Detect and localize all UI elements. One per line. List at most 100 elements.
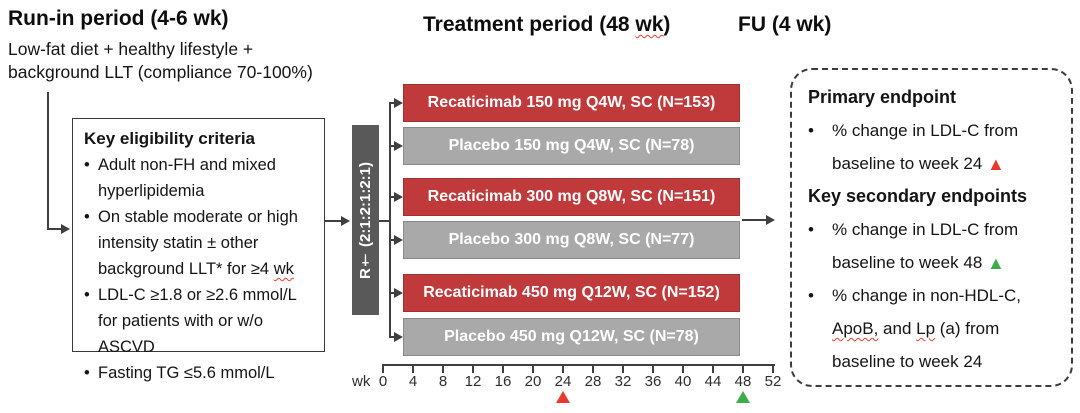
treatment-period-title-wk: wk bbox=[635, 13, 664, 36]
week-axis-tick-label: 12 bbox=[464, 373, 482, 390]
week-axis-tick bbox=[502, 364, 504, 373]
arm-5-connector-line bbox=[389, 292, 397, 294]
eligibility-item-4-text: Fasting TG ≤5.6 mmol/L bbox=[98, 364, 275, 382]
week-axis-tick-label: 44 bbox=[704, 373, 722, 390]
secondary-endpoint-2-part1: % change in non-HDL-C, bbox=[832, 286, 1021, 305]
primary-endpoint-title: Primary endpoint bbox=[808, 87, 957, 107]
bullet-icon: • bbox=[808, 220, 814, 239]
arm-3-arrowhead-icon bbox=[394, 192, 403, 202]
eligibility-item-1: • Adult non-FH and mixed hyperlipidemia bbox=[84, 152, 316, 204]
arm-6-arrowhead-icon bbox=[394, 332, 403, 342]
treatment-period-title-close: ) bbox=[663, 13, 671, 36]
week-axis-unit-label: wk bbox=[352, 373, 371, 390]
arm-4-connector-line bbox=[389, 239, 397, 241]
week-axis-tick-label: 28 bbox=[584, 373, 602, 390]
green-triangle-icon: ▲ bbox=[987, 253, 1005, 273]
bullet-icon: • bbox=[84, 286, 90, 304]
primary-endpoint-item: • % change in LDL-C from baseline to wee… bbox=[808, 114, 1061, 180]
eligibility-item-4: • Fasting TG ≤5.6 mmol/L bbox=[84, 360, 316, 386]
secondary-endpoint-item-1-text: % change in LDL-C from baseline to week … bbox=[832, 213, 1061, 279]
week-axis-tick bbox=[742, 364, 744, 373]
eligibility-to-randomization-arrowhead-icon bbox=[341, 216, 350, 226]
arm-bar-placebo-450: Placebo 450 mg Q12W, SC (N=78) bbox=[403, 318, 740, 356]
week-axis-tick bbox=[532, 364, 534, 373]
week-axis-tick bbox=[382, 364, 384, 373]
week-axis-tick bbox=[412, 364, 414, 373]
eligibility-item-2-wk: wk bbox=[273, 260, 294, 278]
run-in-connector-vertical-line bbox=[47, 92, 49, 230]
week-24-marker-triangle-icon bbox=[556, 391, 570, 403]
bullet-icon: • bbox=[84, 364, 90, 382]
eligibility-item-2-pre: On stable moderate or high intensity sta… bbox=[98, 208, 298, 278]
week-axis-tick-label: 32 bbox=[614, 373, 632, 390]
week-axis-tick-label: 16 bbox=[494, 373, 512, 390]
run-in-period-title: Run-in period (4-6 wk) bbox=[8, 7, 229, 30]
arm-bar-recaticimab-150: Recaticimab 150 mg Q4W, SC (N=153) bbox=[403, 84, 740, 122]
arms-to-endpoints-arrowhead-icon bbox=[766, 215, 775, 225]
bullet-icon: • bbox=[84, 156, 90, 174]
run-in-description-line2: background LLT (compliance 70-100%) bbox=[8, 62, 313, 82]
follow-up-period-title: FU (4 wk) bbox=[738, 13, 832, 36]
arm-2-connector-line bbox=[389, 145, 397, 147]
secondary-endpoint-item-1: • % change in LDL-C from baseline to wee… bbox=[808, 213, 1061, 279]
run-in-arrowhead-icon bbox=[61, 224, 70, 234]
arm-bar-recaticimab-300: Recaticimab 300 mg Q8W, SC (N=151) bbox=[403, 178, 740, 216]
eligibility-title: Key eligibility criteria bbox=[84, 129, 256, 148]
treatment-period-title-text: Treatment period (48 bbox=[423, 13, 636, 36]
eligibility-criteria-box: Key eligibility criteria • Adult non-FH … bbox=[72, 118, 325, 382]
bullet-icon: • bbox=[84, 208, 90, 226]
treatment-period-title: Treatment period (48 wk) bbox=[423, 13, 670, 37]
week-axis-tick bbox=[652, 364, 654, 373]
eligibility-item-2: • On stable moderate or high intensity s… bbox=[84, 204, 316, 282]
arm-bar-placebo-150: Placebo 150 mg Q4W, SC (N=78) bbox=[403, 127, 740, 165]
arm-4-arrowhead-icon bbox=[394, 235, 403, 245]
week-axis-tick-label: 40 bbox=[674, 373, 692, 390]
week-axis-tick-label: 48 bbox=[734, 373, 752, 390]
arm-3-connector-line bbox=[389, 196, 397, 198]
secondary-endpoint-1-text: % change in LDL-C from baseline to week … bbox=[832, 220, 1019, 272]
arm-5-arrowhead-icon bbox=[394, 288, 403, 298]
week-axis-line bbox=[383, 364, 775, 366]
run-in-description-line1: Low-fat diet + healthy lifestyle + bbox=[8, 39, 254, 59]
secondary-endpoint-2-lp: Lp bbox=[916, 319, 936, 338]
week-axis-tick-label: 52 bbox=[764, 373, 782, 390]
week-axis-tick-label: 20 bbox=[524, 373, 542, 390]
week-axis-tick-label: 8 bbox=[438, 373, 448, 390]
arms-to-endpoints-line bbox=[742, 219, 768, 221]
eligibility-item-3: • LDL-C ≥1.8 or ≥2.6 mmol/L for patients… bbox=[84, 282, 316, 360]
week-48-marker-triangle-icon bbox=[736, 391, 750, 403]
secondary-endpoint-item-2: • % change in non-HDL-C, ApoB, and Lp (a… bbox=[808, 279, 1061, 378]
secondary-endpoints-title: Key secondary endpoints bbox=[808, 186, 1028, 206]
week-axis-tick bbox=[562, 364, 564, 373]
randomization-bracket-vertical-line bbox=[389, 102, 391, 338]
secondary-endpoint-2-part2: and bbox=[878, 319, 917, 338]
week-axis-tick-label: 24 bbox=[554, 373, 572, 390]
week-axis-tick bbox=[442, 364, 444, 373]
endpoints-box: Primary endpoint • % change in LDL-C fro… bbox=[790, 68, 1073, 387]
bullet-icon: • bbox=[808, 121, 814, 140]
eligibility-item-1-text: Adult non-FH and mixed hyperlipidemia bbox=[98, 156, 276, 200]
week-axis-tick bbox=[772, 364, 774, 373]
week-axis-tick-label: 36 bbox=[644, 373, 662, 390]
arm-1-connector-line bbox=[389, 102, 397, 104]
week-axis-tick bbox=[592, 364, 594, 373]
secondary-endpoint-2-apob: ApoB, bbox=[832, 319, 879, 338]
eligibility-item-3-text: LDL-C ≥1.8 or ≥2.6 mmol/L for patients w… bbox=[98, 286, 297, 356]
arm-bar-placebo-300: Placebo 300 mg Q8W, SC (N=77) bbox=[403, 221, 740, 259]
randomization-bar: R† (2:1:2:1:2:1) bbox=[352, 125, 379, 315]
week-axis-tick-label: 4 bbox=[408, 373, 418, 390]
week-axis-tick-label: 0 bbox=[378, 373, 388, 390]
randomization-bracket-stem-line bbox=[379, 220, 390, 222]
primary-endpoint-item-text: % change in LDL-C from baseline to week … bbox=[832, 114, 1061, 180]
bullet-icon: • bbox=[808, 286, 814, 305]
week-axis-tick bbox=[472, 364, 474, 373]
arm-1-arrowhead-icon bbox=[394, 98, 403, 108]
week-axis-tick bbox=[622, 364, 624, 373]
eligibility-to-randomization-line bbox=[325, 220, 343, 222]
eligibility-item-2-text: On stable moderate or high intensity sta… bbox=[98, 204, 316, 282]
red-triangle-icon: ▲ bbox=[987, 154, 1005, 174]
secondary-endpoint-item-2-text: % change in non-HDL-C, ApoB, and Lp (a) … bbox=[832, 279, 1061, 378]
run-in-connector-horizontal-line bbox=[47, 228, 63, 230]
arm-bar-recaticimab-450: Recaticimab 450 mg Q12W, SC (N=152) bbox=[403, 274, 740, 312]
